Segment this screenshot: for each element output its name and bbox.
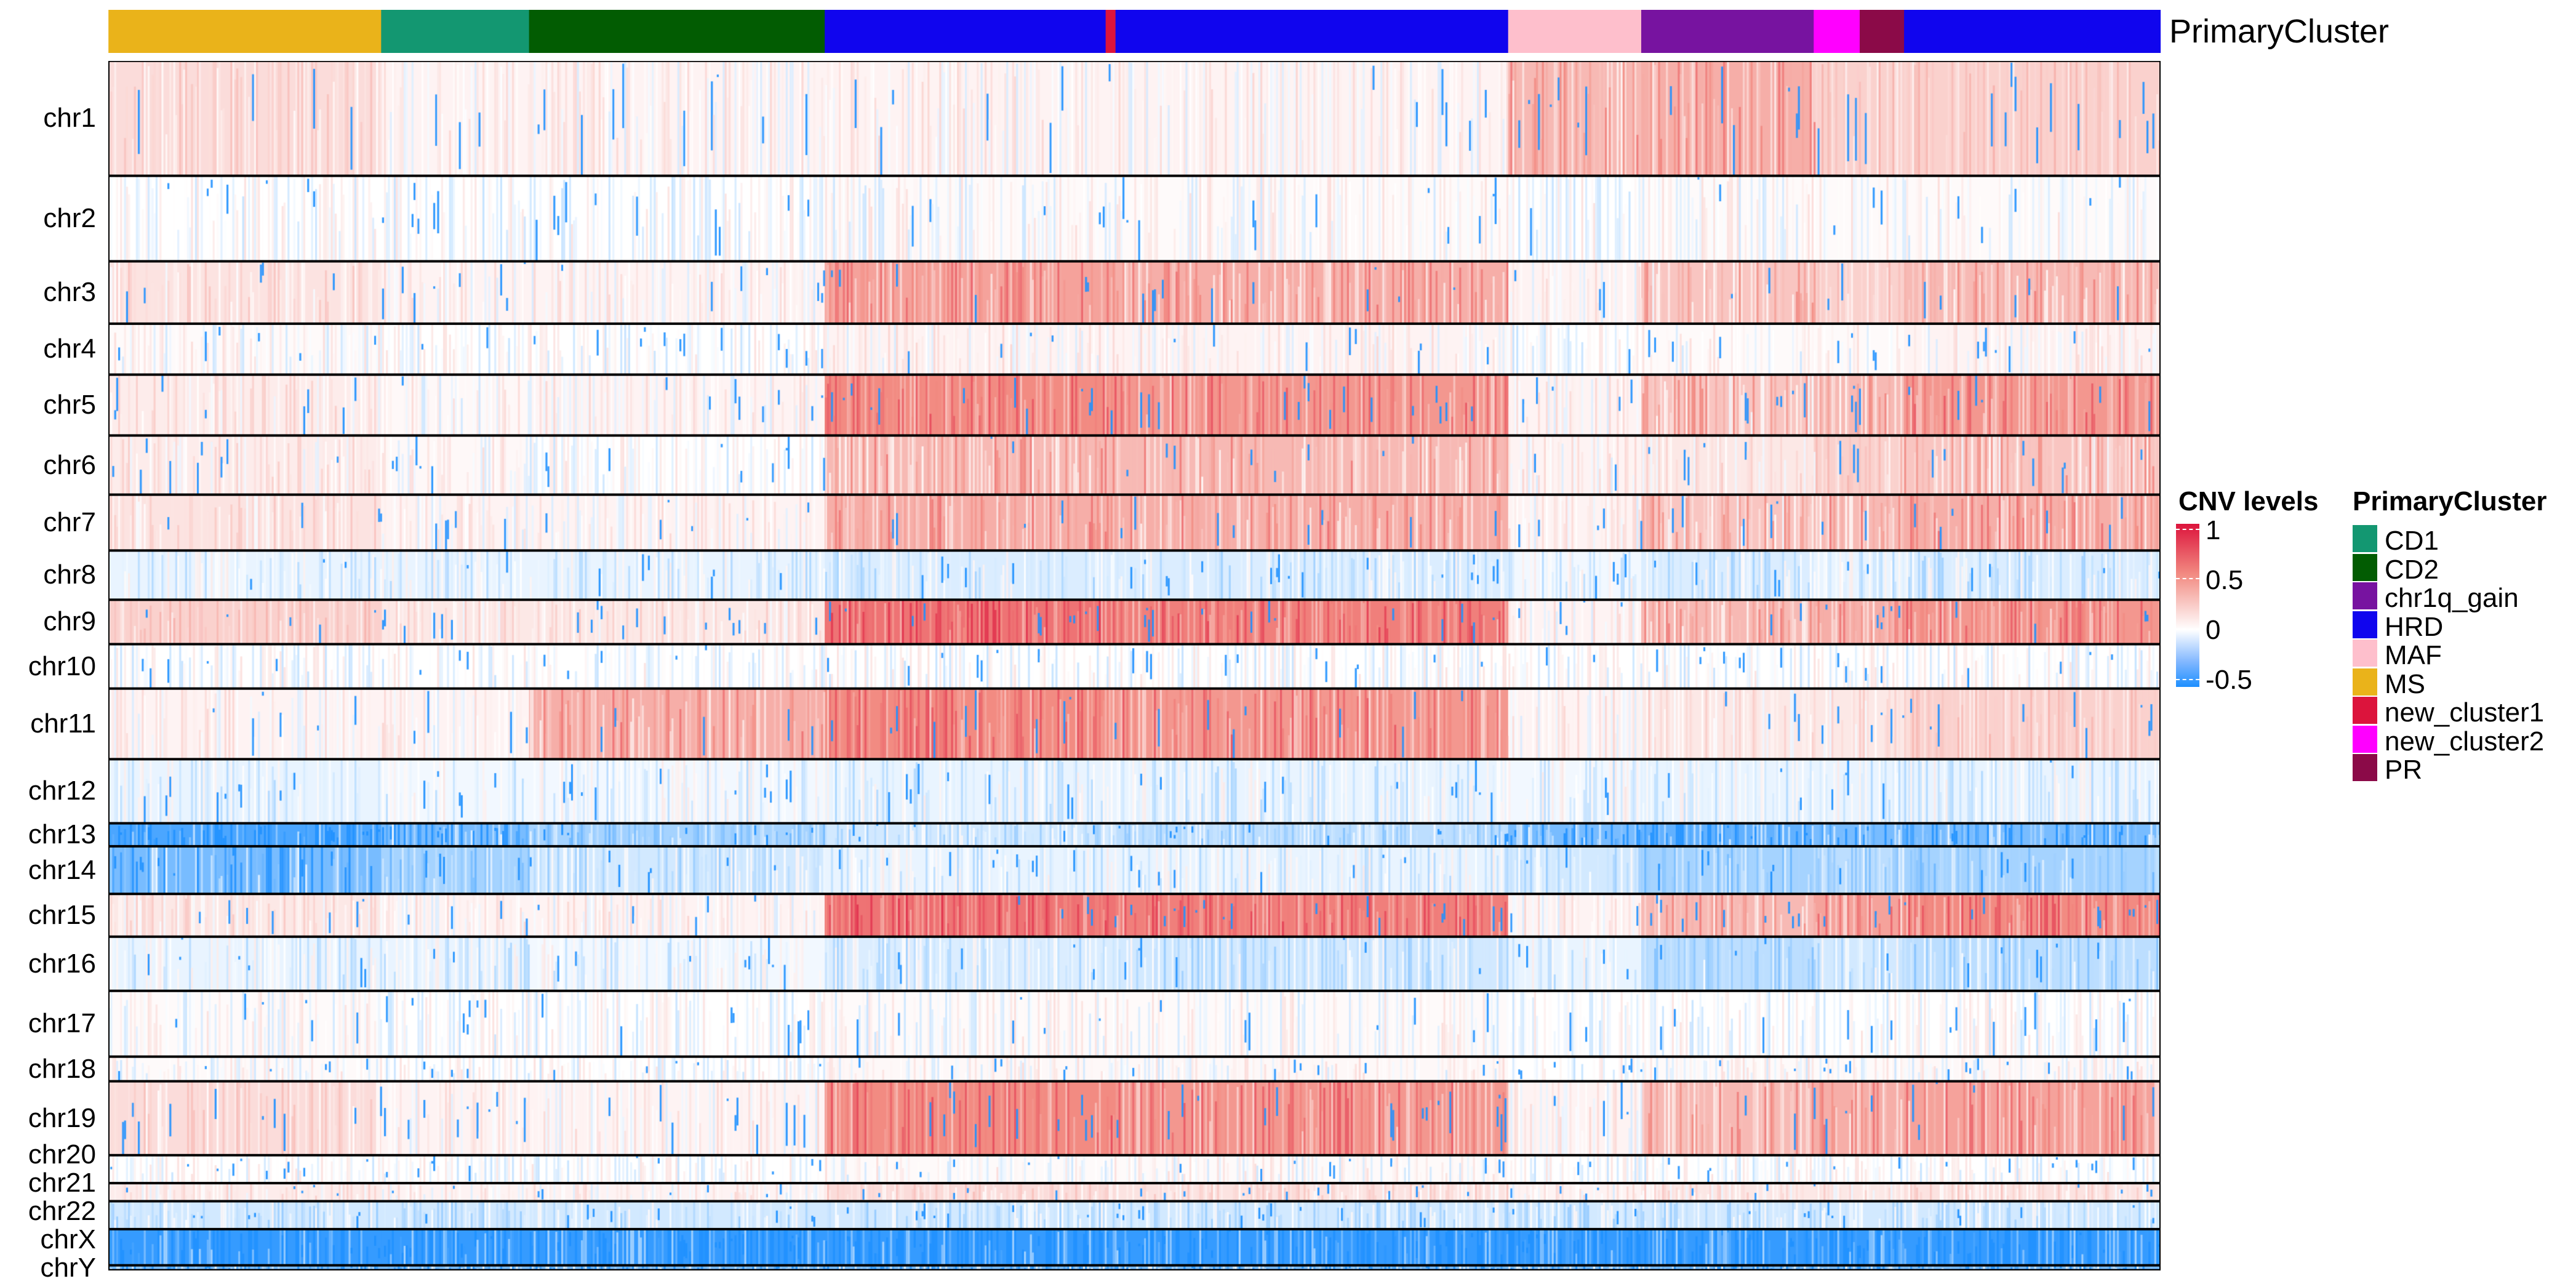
cnv-heatmap	[108, 61, 2161, 1270]
row-label-chr13: chr13	[28, 819, 96, 850]
annotation-segment-chr1q_gain	[1641, 10, 1814, 53]
annotation-segment-HRD	[825, 10, 1106, 53]
cnv-legend-title: CNV levels	[2178, 486, 2319, 516]
tick-mark	[2176, 679, 2199, 680]
legend-label: new_cluster1	[2385, 697, 2545, 728]
row-label-chr1: chr1	[43, 103, 96, 134]
heatmap-texture	[108, 61, 2161, 1270]
row-label-chrX: chrX	[40, 1224, 96, 1254]
legend-swatch	[2353, 640, 2377, 667]
row-label-chr6: chr6	[43, 449, 96, 480]
legend-swatch	[2353, 611, 2377, 638]
cnv-tick-label: 1	[2206, 515, 2221, 545]
tick-mark	[2176, 529, 2199, 530]
legend-swatch	[2353, 553, 2377, 581]
cnv-tick-label: 0.5	[2206, 565, 2244, 595]
cnv-tick-label: -0.5	[2206, 665, 2252, 695]
row-label-chr4: chr4	[43, 334, 96, 364]
cnv-color-bar	[2176, 524, 2199, 687]
legend-label: CD2	[2385, 554, 2439, 585]
legend-label: new_cluster2	[2385, 726, 2545, 756]
annotation-segment-new_cluster1	[1105, 10, 1116, 53]
row-label-chr16: chr16	[28, 948, 96, 979]
legend-label: PR	[2385, 755, 2423, 785]
row-label-chr2: chr2	[43, 203, 96, 234]
row-label-chr8: chr8	[43, 560, 96, 590]
tick-mark	[2176, 628, 2199, 630]
annotation-segment-HRD	[1115, 10, 1509, 53]
legend-label: CD1	[2385, 526, 2439, 556]
row-label-chr20: chr20	[28, 1139, 96, 1170]
legend-swatch	[2353, 525, 2377, 552]
legend-swatch	[2353, 725, 2377, 753]
row-label-chr11: chr11	[30, 708, 96, 739]
tick-mark	[2176, 578, 2199, 579]
row-label-chr5: chr5	[43, 390, 96, 420]
annotation-segment-MAF	[1508, 10, 1642, 53]
legend-label: HRD	[2385, 611, 2444, 642]
row-label-chrY: chrY	[40, 1252, 96, 1283]
row-label-chr14: chr14	[28, 854, 96, 885]
annotation-title: PrimaryCluster	[2169, 13, 2390, 50]
row-label-chr15: chr15	[28, 899, 96, 930]
annotation-segment-HRD	[1904, 10, 2161, 53]
row-label-chr18: chr18	[28, 1053, 96, 1084]
legend-swatch	[2353, 754, 2377, 781]
row-label-chr7: chr7	[43, 507, 96, 537]
legend-swatch	[2353, 668, 2377, 696]
annotation-segment-CD1	[381, 10, 530, 53]
legend-swatch	[2353, 697, 2377, 724]
row-label-chr17: chr17	[28, 1008, 96, 1039]
annotation-segment-MS	[108, 10, 382, 53]
cluster-legend-title: PrimaryCluster	[2353, 486, 2547, 516]
legend-label: MAF	[2385, 640, 2442, 670]
row-label-chr12: chr12	[28, 776, 96, 806]
legend-swatch	[2353, 582, 2377, 609]
row-label-chr9: chr9	[43, 606, 96, 637]
row-label-chr3: chr3	[43, 277, 96, 308]
row-label-chr19: chr19	[28, 1102, 96, 1133]
row-borders	[108, 61, 2161, 1270]
row-label-chr21: chr21	[28, 1167, 96, 1198]
row-label-chr22: chr22	[28, 1195, 96, 1226]
annotation-segment-new_cluster2	[1814, 10, 1860, 53]
legend-label: MS	[2385, 668, 2425, 699]
cnv-tick-label: 0	[2206, 615, 2221, 645]
row-label-chr10: chr10	[28, 651, 96, 681]
annotation-segment-PR	[1860, 10, 1905, 53]
legend-label: chr1q_gain	[2385, 583, 2519, 613]
annotation-segment-CD2	[529, 10, 825, 53]
annotation-bar	[108, 10, 2161, 53]
